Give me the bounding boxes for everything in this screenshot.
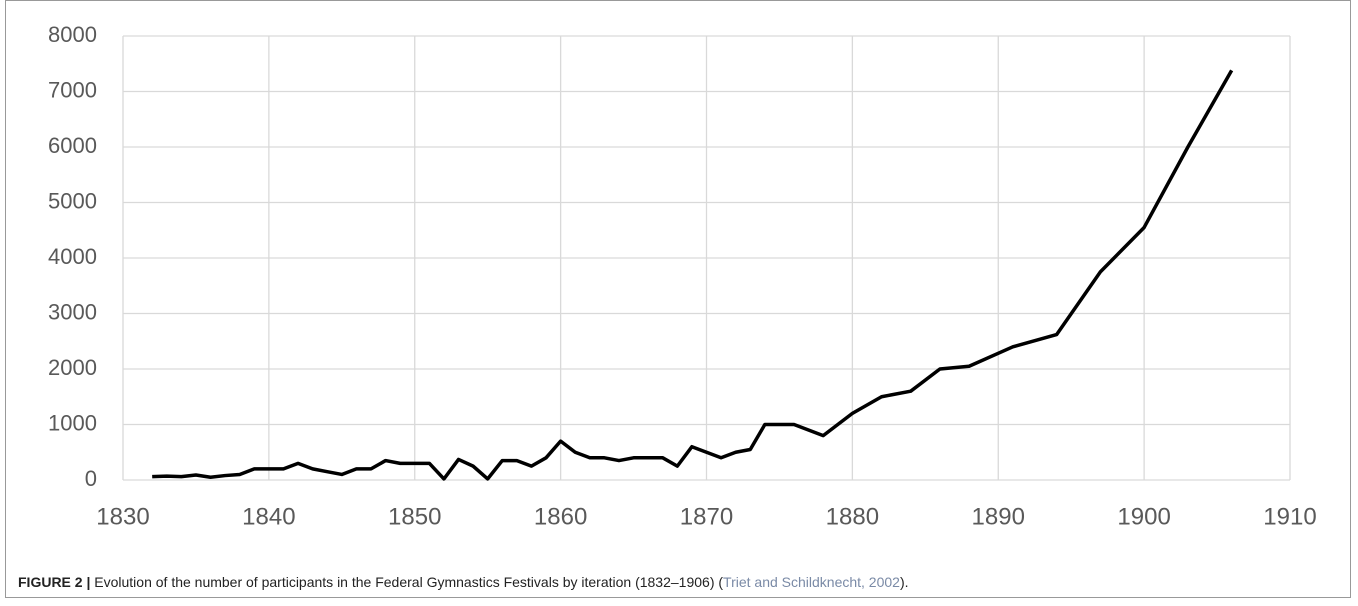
y-tick-label: 2000 bbox=[48, 355, 97, 380]
y-tick-label: 0 bbox=[85, 466, 97, 491]
y-tick-label: 5000 bbox=[48, 188, 97, 213]
x-tick-label: 1890 bbox=[972, 503, 1025, 530]
y-tick-label: 8000 bbox=[48, 22, 97, 47]
y-tick-label: 6000 bbox=[48, 133, 97, 158]
chart: 0 1000 2000 3000 4000 5000 6000 7000 8000 1830 184… bbox=[48, 22, 1317, 531]
caption-end: ). bbox=[899, 574, 909, 590]
caption-label: FIGURE 2 | bbox=[18, 574, 91, 590]
x-tick-label: 1900 bbox=[1117, 503, 1170, 530]
caption: FIGURE 2 | Evolution of the number of pa… bbox=[18, 574, 909, 590]
x-tick-label: 1870 bbox=[680, 503, 733, 530]
line bbox=[152, 69, 1234, 481]
caption-text: Evolution of the number of participants … bbox=[94, 574, 724, 590]
x-tick-label: 1910 bbox=[1263, 503, 1316, 530]
y-tick-label: 3000 bbox=[48, 299, 97, 324]
x-tick-label: 1850 bbox=[388, 503, 441, 530]
y-tick-label: 4000 bbox=[48, 244, 97, 269]
y-tick-label: 7000 bbox=[48, 77, 97, 102]
caption-citation: Triet and Schildknecht, 2002 bbox=[723, 574, 900, 590]
frame bbox=[5, 0, 1351, 598]
x-tick-label: 1880 bbox=[826, 503, 879, 530]
x-tick-label: 1830 bbox=[96, 503, 149, 530]
y-tick-label: 1000 bbox=[48, 410, 97, 435]
x-tick-label: 1840 bbox=[242, 503, 295, 530]
x-tick-label: 1860 bbox=[534, 503, 587, 530]
